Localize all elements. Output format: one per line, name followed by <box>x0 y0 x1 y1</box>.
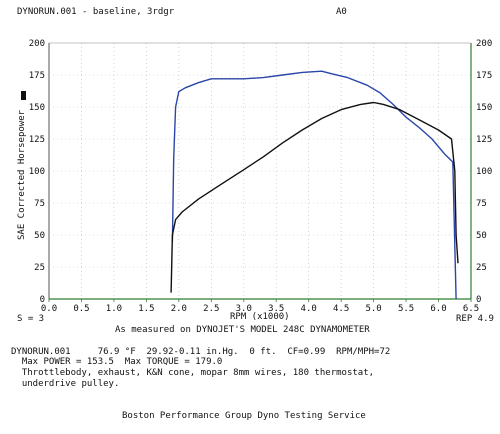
x-tick-label: 5.5 <box>398 304 414 314</box>
x-tick-label: 2.0 <box>171 304 187 314</box>
x-tick-label: 0.0 <box>41 304 57 314</box>
x-tick-label: 1.5 <box>138 304 154 314</box>
x-tick-label: 3.0 <box>236 304 252 314</box>
legend-marker <box>21 91 26 100</box>
x-tick-label: 3.5 <box>268 304 284 314</box>
measured-note: As measured on DYNOJET'S MODEL 248C DYNA… <box>115 325 370 335</box>
y-axis-left-ticks: 0 25 50 75 100 125 150 175 200 <box>29 39 45 305</box>
y-tick-label-right: 175 <box>476 71 492 81</box>
service-label: Boston Performance Group Dyno Testing Se… <box>122 411 366 421</box>
x-axis-label: RPM (x1000) <box>230 312 290 322</box>
y-tick-label-right: 100 <box>476 167 492 177</box>
series-line-torque <box>171 70 457 300</box>
rep-label: REP 4.9 <box>456 314 494 324</box>
y-axis-label: SAE Corrected Horsepower <box>17 109 27 240</box>
series-line-power <box>170 101 459 293</box>
y-tick-label-left: 150 <box>29 103 45 113</box>
y-tick-label-right: 200 <box>476 39 492 49</box>
x-tick-label: 5.0 <box>365 304 381 314</box>
x-tick-label: 0.5 <box>73 304 89 314</box>
x-tick-label: 6.0 <box>430 304 446 314</box>
y-tick-label-left: 25 <box>34 263 45 273</box>
y-tick-label-right: 0 <box>476 295 481 305</box>
y-axis-right-ticks: 0 25 50 75 100 125 150 175 200 <box>476 39 492 305</box>
series-lines <box>170 70 459 300</box>
run-info-line-1: DYNORUN.001 76.9 °F 29.92-0.11 in.Hg. 0 … <box>11 347 391 357</box>
y-tick-label-right: 125 <box>476 135 492 145</box>
x-tick-label: 1.0 <box>106 304 122 314</box>
x-axis-ticks: 0.0 0.5 1.0 1.5 2.0 2.5 3.0 3.5 4.0 4.5 5.0 5.5 6.0 6… <box>41 299 479 314</box>
y-tick-label-right: 50 <box>476 231 487 241</box>
s-label: S = 3 <box>17 314 45 324</box>
y-tick-label-left: 50 <box>34 231 45 241</box>
y-tick-label-left: 200 <box>29 39 45 49</box>
x-tick-label: 4.5 <box>333 304 349 314</box>
y-tick-label-right: 25 <box>476 263 487 273</box>
x-tick-label: 4.0 <box>301 304 317 314</box>
y-tick-label-left: 75 <box>34 199 45 209</box>
run-info-line-3: Throttlebody, exhaust, K&N cone, mopar 8… <box>11 368 375 378</box>
header-file-label: DYNORUN.001 - baseline, 3rdgr <box>17 7 175 17</box>
run-info-line-2: Max POWER = 153.5 Max TORQUE = 179.0 <box>11 357 223 367</box>
run-info-line-4: underdrive pulley. <box>11 379 120 389</box>
y-tick-label-right: 150 <box>476 103 492 113</box>
y-tick-label-left: 175 <box>29 71 45 81</box>
y-tick-label-left: 0 <box>40 295 45 305</box>
grid-lines <box>49 43 471 299</box>
y-tick-label-left: 100 <box>29 167 45 177</box>
x-tick-label: 6.5 <box>463 304 479 314</box>
y-tick-label-left: 125 <box>29 135 45 145</box>
x-tick-label: 2.5 <box>203 304 219 314</box>
header-run-code: A0 <box>336 7 347 17</box>
y-tick-label-right: 75 <box>476 199 487 209</box>
